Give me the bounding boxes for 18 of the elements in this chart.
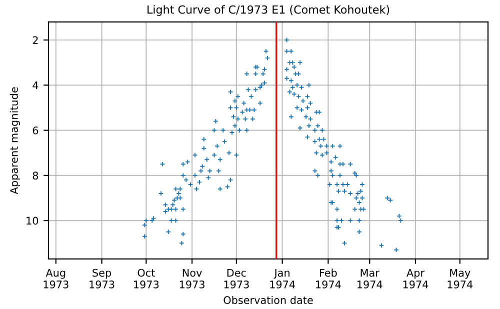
x-tick-label: May 1974 <box>448 268 473 288</box>
x-tick-label: Jan 1974 <box>270 268 295 288</box>
x-tick-label: Sep 1973 <box>90 268 114 288</box>
x-tick-label: Mar 1974 <box>358 268 382 288</box>
x-tick-label: Oct 1973 <box>134 268 159 288</box>
x-tick-label: Dec 1973 <box>224 268 249 288</box>
x-tick-label: Nov 1973 <box>180 268 204 288</box>
y-tick-label: 4 <box>32 82 38 90</box>
x-tick-label: Apr 1974 <box>403 268 428 288</box>
x-tick-label: Aug 1973 <box>44 268 68 288</box>
chart-title: Light Curve of C/1973 E1 (Comet Kohoutek) <box>148 5 390 16</box>
y-axis-title: Apparent magnitude <box>10 87 20 194</box>
y-tick-label: 6 <box>32 126 38 134</box>
y-tick-label: 10 <box>26 216 38 225</box>
x-tick-label: Feb 1974 <box>316 268 341 288</box>
x-axis-title: Observation date <box>224 296 313 304</box>
y-tick-label: 8 <box>32 172 38 180</box>
y-tick-label: 2 <box>32 36 38 44</box>
